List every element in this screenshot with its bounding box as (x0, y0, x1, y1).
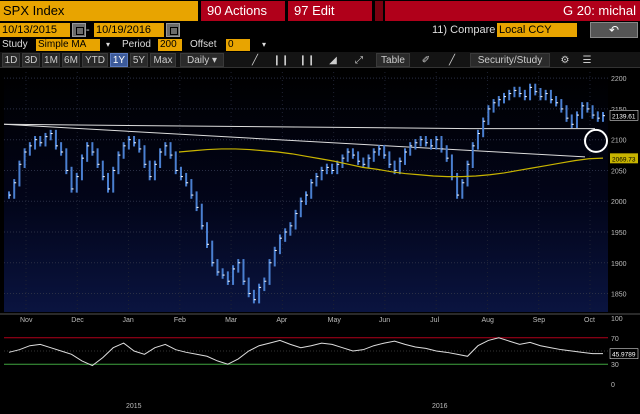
period-1m-button[interactable]: 1M (42, 53, 60, 67)
back-button[interactable]: ↶ (590, 22, 638, 38)
line-chart-icon[interactable]: ╱ (251, 55, 259, 66)
last-price-tag (609, 110, 639, 121)
trend-line-lower (3, 123, 586, 158)
y-tick-label: 2000 (611, 199, 627, 206)
offset-input[interactable]: 0 (226, 39, 250, 51)
end-date-input[interactable]: 10/19/2016 (94, 23, 164, 37)
table-button[interactable]: Table (376, 53, 410, 67)
y-tick-label: 2200 (611, 76, 627, 83)
y-tick-label: 1950 (611, 230, 627, 237)
y-tick-label: 1900 (611, 261, 627, 268)
security-field[interactable]: SPX Index (0, 1, 198, 21)
rsi-tick-label: 0 (611, 382, 615, 389)
rsi-last-label: 45.9789 (612, 352, 636, 359)
chevron-down-icon[interactable]: ▾ (105, 40, 110, 49)
rsi-last-tag (609, 348, 639, 359)
study-label: Study (2, 39, 28, 50)
chart-toolbar: 1D 3D 1M 6M YTD 1Y 5Y Max Daily ▾ ╱ ❙❙ ❙… (0, 52, 640, 68)
compare-label: 11) Compare (432, 24, 496, 36)
date-separator: - (86, 24, 90, 36)
x-tick-label: Oct (584, 317, 595, 324)
highlight-circle (584, 128, 608, 153)
actions-menu-button[interactable]: 90 Actions (201, 1, 285, 21)
price-chart-svg: 18501900195020002050210021502200NovDecJa… (0, 72, 640, 410)
settings-icon[interactable]: ⚙ (560, 55, 570, 66)
candle-chart-icon[interactable]: ❙❙ (298, 55, 316, 66)
x-tick-label: Jun (379, 317, 390, 324)
chevron-down-icon[interactable]: ▾ (261, 40, 266, 49)
period-max-button[interactable]: Max (150, 53, 176, 67)
price-chart[interactable]: 18501900195020002050210021502200NovDecJa… (0, 68, 640, 414)
x-tick-label: Jul (430, 317, 439, 324)
x-tick-label: Apr (276, 317, 288, 324)
ma-price-tag (610, 153, 638, 164)
rsi-tick-label: 30 (611, 362, 619, 369)
top-bar: SPX Index 90 Actions 97 Edit G 20: micha… (0, 0, 640, 22)
x-tick-label: Jan (123, 317, 134, 324)
rsi-tick-label: 100 (611, 316, 623, 323)
compare-currency-select[interactable]: Local CCY (497, 23, 577, 37)
period-1y-button[interactable]: 1Y (110, 53, 128, 67)
frequency-label: Daily (186, 55, 210, 66)
calendar-icon[interactable] (72, 23, 86, 37)
x-tick-label: May (328, 317, 342, 324)
year-label: 2015 (126, 403, 142, 410)
study-select[interactable]: Simple MA (36, 39, 100, 51)
chevron-down-icon: ▾ (211, 55, 218, 66)
expand-icon[interactable]: ⤢ (355, 55, 363, 66)
start-date-input[interactable]: 10/13/2015 (0, 23, 70, 37)
period-ytd-button[interactable]: YTD (82, 53, 108, 67)
rsi-tick-label: 70 (611, 336, 619, 343)
date-range-row: 10/13/2015 - 10/19/2016 11) Compare Loca… (0, 22, 640, 38)
rsi-line (8, 337, 603, 367)
y-tick-label: 1850 (611, 292, 627, 299)
bar-chart-icon[interactable]: ❙❙ (272, 55, 290, 66)
period-5y-button[interactable]: 5Y (130, 53, 148, 67)
last-price-label: 2139.61 (612, 113, 636, 120)
x-tick-label: Sep (533, 317, 546, 324)
year-label: 2016 (432, 403, 448, 410)
ma-price-label: 2069.73 (612, 156, 636, 163)
period-3d-button[interactable]: 3D (22, 53, 40, 67)
period-input[interactable]: 200 (158, 39, 182, 51)
y-tick-label: 2100 (611, 138, 627, 145)
period-1d-button[interactable]: 1D (2, 53, 20, 67)
toolbar-divider (375, 1, 383, 21)
offset-label: Offset (190, 39, 217, 50)
back-arrow-icon: ↶ (608, 23, 620, 37)
period-label: Period (122, 39, 151, 50)
zoom-icon[interactable]: ☰ (582, 55, 592, 66)
study-row: Study Simple MA ▾ Period 200 Offset 0 ▾ (0, 38, 640, 52)
area-chart-icon[interactable]: ◢ (329, 55, 337, 66)
period-6m-button[interactable]: 6M (62, 53, 80, 67)
draw-tool-icon[interactable]: ╱ (448, 55, 456, 66)
calendar-icon[interactable] (166, 23, 180, 37)
edit-menu-button[interactable]: 97 Edit (288, 1, 372, 21)
y-tick-label: 2050 (611, 168, 627, 175)
trend-line-upper (3, 123, 471, 130)
annotation-icon[interactable]: ✐ (421, 55, 431, 66)
moving-average-line (178, 148, 604, 178)
x-tick-label: Aug (481, 317, 494, 324)
x-tick-label: Mar (225, 317, 238, 324)
x-tick-label: Dec (71, 317, 84, 324)
x-tick-label: Nov (20, 317, 33, 324)
user-label: G 20: michal (385, 1, 640, 21)
frequency-select[interactable]: Daily ▾ (180, 53, 224, 67)
security-study-button[interactable]: Security/Study (470, 53, 550, 67)
x-tick-label: Feb (174, 317, 186, 324)
